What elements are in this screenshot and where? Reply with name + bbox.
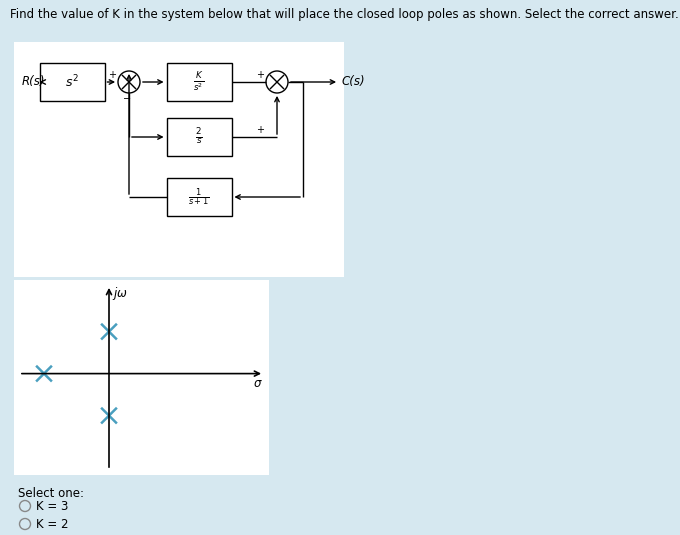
Circle shape (266, 71, 288, 93)
Text: $\frac{2}{s}$: $\frac{2}{s}$ (195, 127, 203, 147)
Text: $\sigma$: $\sigma$ (253, 377, 263, 389)
Text: $s^2$: $s^2$ (65, 74, 79, 90)
Bar (14, 280, 269, 475)
Text: $\frac{1}{s+1}$: $\frac{1}{s+1}$ (188, 186, 210, 208)
Text: $j\omega$: $j\omega$ (112, 285, 128, 302)
Circle shape (20, 501, 31, 511)
Bar (167, 118, 231, 156)
Text: −: − (123, 94, 131, 104)
Text: +: + (108, 70, 116, 80)
Bar (39, 63, 105, 101)
Circle shape (118, 71, 140, 93)
Text: $\frac{K}{s^2}$: $\frac{K}{s^2}$ (193, 70, 205, 94)
Text: Find the value of K in the system below that will place the closed loop poles as: Find the value of K in the system below … (10, 8, 679, 21)
Text: K = 2: K = 2 (36, 517, 69, 531)
Bar (14, 42, 344, 277)
Text: Select one:: Select one: (18, 487, 84, 500)
Text: R(s): R(s) (22, 75, 46, 88)
Text: K = 3: K = 3 (36, 500, 69, 513)
Text: C(s): C(s) (341, 75, 364, 88)
Bar (167, 63, 231, 101)
Text: +: + (256, 70, 264, 80)
Circle shape (20, 518, 31, 530)
Text: +: + (256, 125, 264, 135)
Bar (167, 178, 231, 216)
